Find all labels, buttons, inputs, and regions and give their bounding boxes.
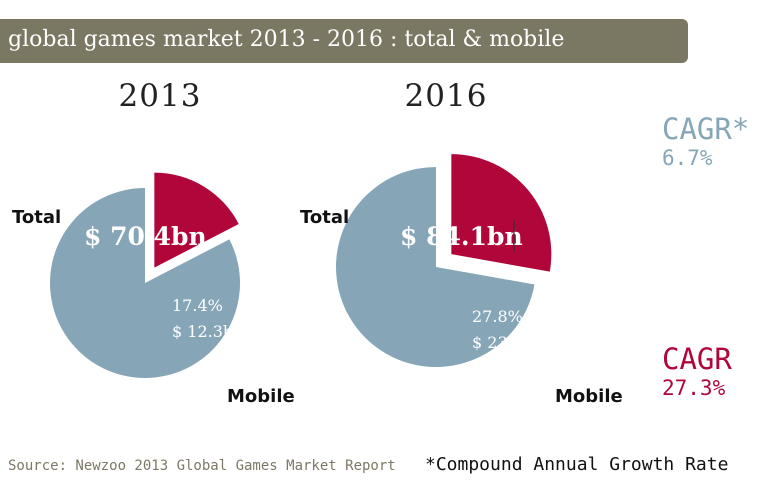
pie-2016-mobile-value: $ 23.9bn bbox=[472, 333, 543, 352]
title-bar: global games market 2013 - 2016 : total … bbox=[0, 19, 688, 63]
year-label-2013: 2013 bbox=[118, 78, 202, 114]
cagr-footnote: *Compound Annual Growth Rate bbox=[425, 454, 729, 475]
pie-2016-total-slice bbox=[336, 167, 535, 367]
pie-2013-total-value: $ 70.4bn bbox=[84, 222, 207, 251]
cagr-total: CAGR* 6.7% bbox=[662, 112, 749, 170]
pie-2013-mobile-share: 17.4% bbox=[172, 296, 223, 315]
pie-2013-total-label: Total bbox=[12, 207, 61, 228]
pie-2013-mobile-slice bbox=[154, 172, 239, 268]
pie-2013-mobile-value: $ 12.3bn bbox=[172, 322, 243, 341]
cagr-mobile-label: CAGR bbox=[662, 342, 732, 376]
cagr-mobile: CAGR 27.3% bbox=[662, 342, 732, 400]
chart-title: global games market 2013 - 2016 : total … bbox=[8, 27, 565, 52]
cagr-total-value: 6.7% bbox=[662, 146, 713, 170]
source-note: Source: Newzoo 2013 Global Games Market … bbox=[8, 458, 396, 474]
pie-2016-total-value: $ 84.1bn bbox=[400, 222, 523, 251]
pie-2016-mobile-label: Mobile bbox=[555, 386, 623, 407]
pie-2013-total-slice bbox=[49, 188, 240, 378]
cagr-mobile-value: 27.3% bbox=[662, 376, 726, 400]
year-label-2016: 2016 bbox=[404, 78, 488, 114]
pie-2013-mobile-label: Mobile bbox=[227, 386, 295, 407]
pie-2016-total-label: Total bbox=[300, 207, 349, 228]
cagr-total-label: CAGR* bbox=[662, 112, 750, 146]
pie-2016-mobile-share: 27.8% bbox=[472, 307, 523, 326]
pie-2016-mobile-slice bbox=[451, 154, 552, 272]
